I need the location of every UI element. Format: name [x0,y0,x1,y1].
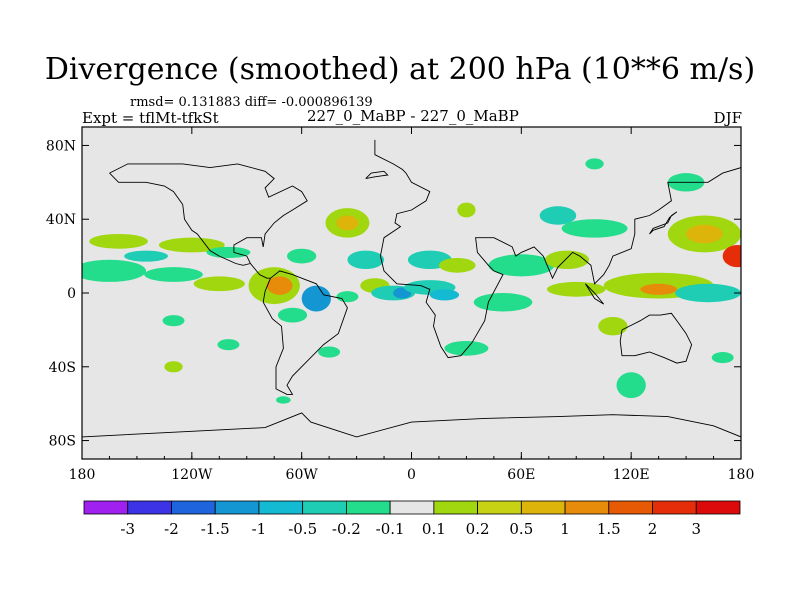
contour-region-27 [546,281,606,297]
x-tick-label: 60E [507,467,535,483]
colorbar-swatch [520,500,566,515]
contour-region-18 [277,307,308,323]
colorbar-label: 0.2 [466,520,490,538]
contour-region-29 [561,219,628,238]
y-tick-label: 40S [49,360,76,376]
contour-region-17 [336,291,359,303]
coastline-segment-4 [109,172,184,205]
colorbar-swatch [345,500,391,515]
coastline [82,139,741,438]
contour-region-32 [675,283,741,303]
colorbar-label: -1 [252,520,267,538]
y-axis: 80N 40N 0 40S 80S [46,138,741,450]
colorbar-swatch [433,500,479,515]
contour-region-45 [276,396,291,404]
colorbar-swatch [83,500,129,515]
colorbar-swatch [608,500,653,515]
contour-region-24 [473,293,533,312]
colorbar-label: -1.5 [201,520,230,538]
colorbar-label: -2 [164,520,179,538]
colorbar-label: -3 [120,520,135,538]
colorbar-label: 1 [560,520,570,538]
contour-region-25 [488,254,555,277]
coastline-segment-2 [109,163,348,395]
colorbar-swatch [258,500,304,515]
contour-region-10 [287,248,317,264]
colorbar-label: 2 [648,520,658,538]
contour-region-4 [124,250,169,262]
stats-label: rmsd= 0.131883 diff= -0.000896139 [130,95,373,110]
contour-region-20 [438,257,476,273]
y-tick-label: 80S [49,434,76,450]
experiment-label: Expt = tflMt-tfkSt [82,109,219,127]
colorbar-swatch [389,500,435,515]
contour-region-0 [82,259,147,282]
contour-region-5 [193,276,245,292]
colorbar-swatch [477,500,522,515]
divergence-field [82,158,741,404]
y-tick-label: 0 [67,286,76,302]
colorbar-label: 1.5 [597,520,621,538]
contour-region-39 [616,372,646,399]
colorbar-label: 3 [691,520,701,538]
colorbar: -3 -2 -1.5 -1 -0.5 -0.2 -0.1 0.1 0.2 0.5 1 1.5 2 3 [83,500,741,538]
colorbar-label: -0.5 [288,520,317,538]
coastline-segment-6 [82,412,741,438]
contour-region-38 [598,316,628,336]
contour-region-35 [722,245,741,268]
contour-region-8 [266,276,293,295]
contour-region-22 [429,289,460,301]
contour-region-46 [711,352,734,364]
coastline-segment-0 [374,139,741,359]
colorbar-swatch [695,500,741,515]
colorbar-swatch [564,500,610,515]
y-tick-label: 40N [46,212,76,228]
coastline-segment-5 [619,312,693,364]
colorbar-swatch [214,500,260,515]
contour-region-28 [539,206,577,225]
contour-region-12 [336,215,359,231]
colorbar-label: -0.2 [332,520,361,538]
colorbar-label: 0.1 [422,520,446,538]
contour-region-42 [318,346,341,358]
colorbar-label: 0.5 [509,520,533,538]
x-tick-label: 180 [728,467,755,483]
contour-region-2 [144,267,203,282]
x-tick-label: 60W [286,467,319,483]
contour-region-1 [89,233,148,249]
contour-region-44 [444,340,489,356]
colorbar-swatch [302,500,347,515]
contour-region-13 [347,250,385,270]
coastline-segment-7 [585,283,605,305]
contour-region-34 [686,224,723,244]
x-tick-label: 0 [407,467,416,483]
contour-region-41 [217,339,240,351]
contour-region-23 [457,202,476,218]
contour-region-31 [640,283,677,295]
contour-region-9 [301,285,331,312]
comparison-label: 227_0_MaBP - 227_0_MaBP [307,107,519,125]
contour-region-37 [585,158,604,170]
y-tick-label: 80N [46,138,76,154]
colorbar-swatch [652,500,697,515]
colorbar-swatch [127,500,172,515]
coastline-segment-1 [365,170,389,180]
x-tick-label: 120W [171,467,213,483]
coastline-segment-8 [649,211,678,235]
colorbar-swatch [171,500,216,515]
x-tick-label: 180 [69,467,96,483]
coastline-segment-3 [182,204,251,266]
colorbar-label: -0.1 [376,520,405,538]
x-axis: 180 120W 60W 0 60E 120E 180 [69,127,755,483]
x-tick-label: 120E [613,467,650,483]
contour-region-26 [545,250,590,270]
contour-region-43 [164,361,183,373]
chart-title: Divergence (smoothed) at 200 hPa (10**6 … [44,52,756,87]
season-label: DJF [713,109,742,127]
contour-region-40 [162,315,185,327]
